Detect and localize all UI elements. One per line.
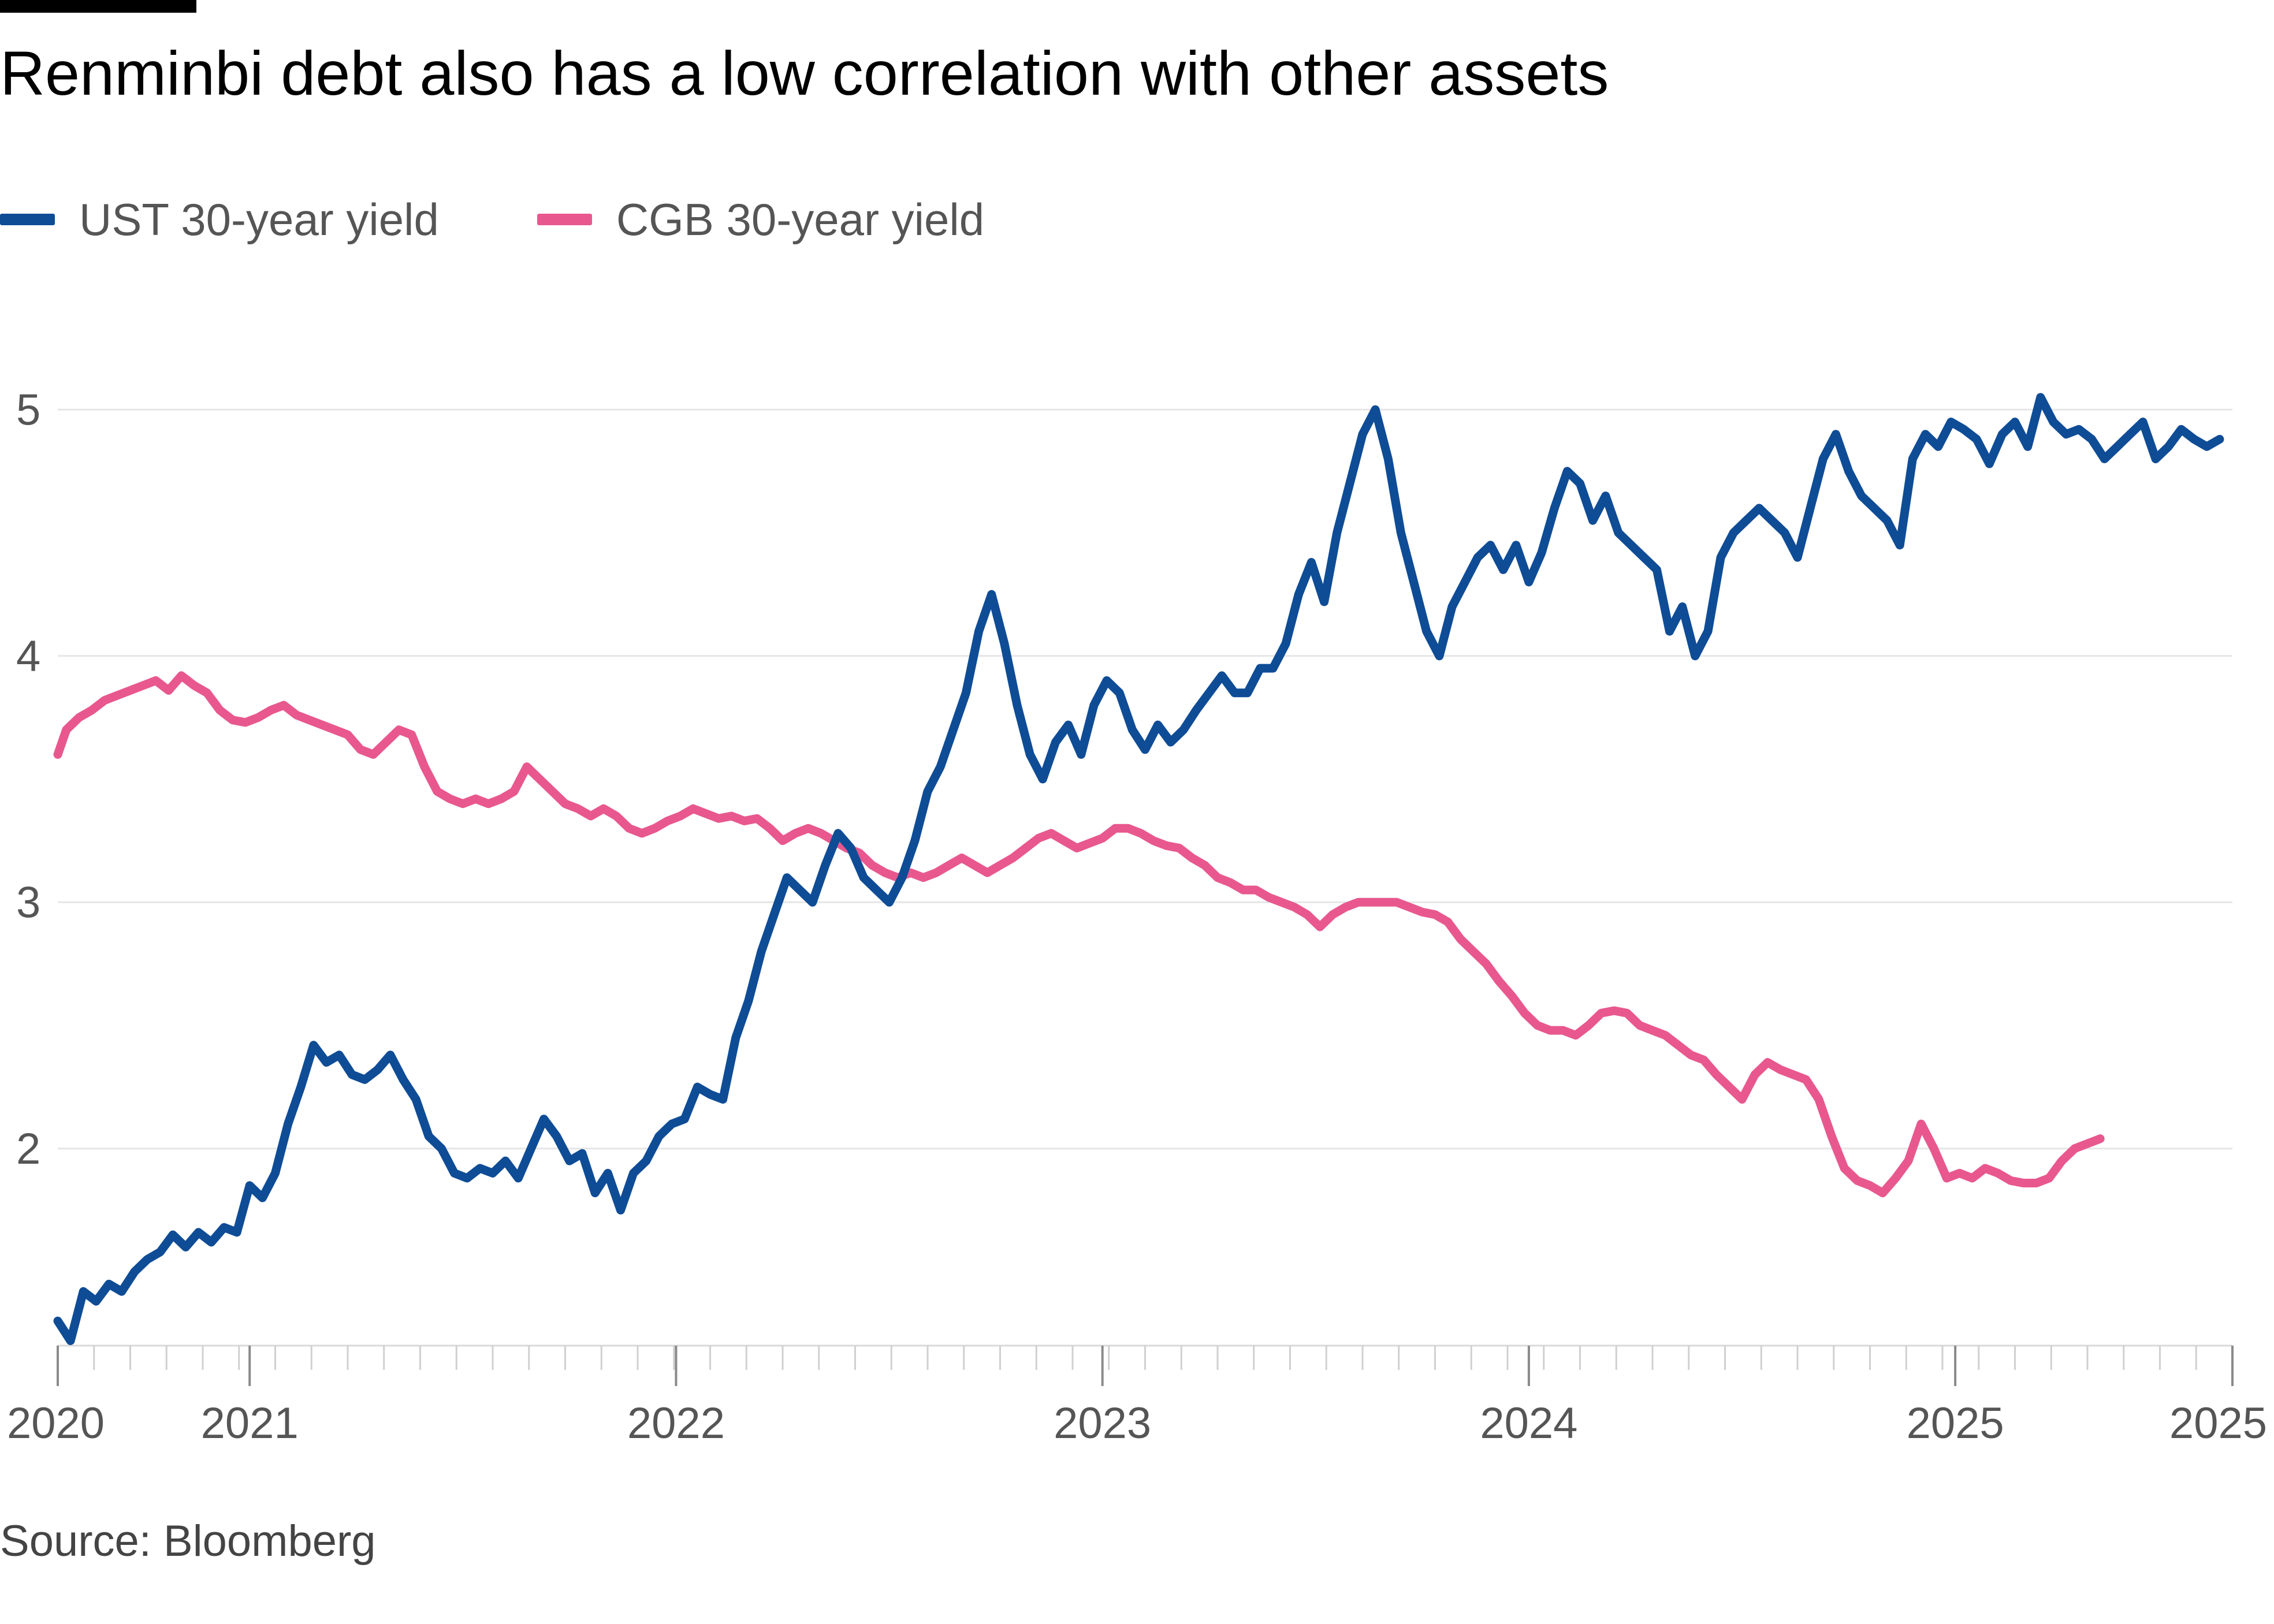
series-line-cgb	[53, 671, 2105, 1198]
y-tick-label: 3	[16, 878, 40, 927]
legend: UST 30-year yield CGB 30-year yield	[0, 191, 1082, 248]
y-tick-label: 5	[16, 385, 40, 434]
legend-swatch-ust	[0, 214, 55, 225]
x-tick-label: 2023	[1054, 1399, 1151, 1448]
x-tick-label: 2024	[1480, 1399, 1577, 1448]
x-tick-label: 2025	[1907, 1399, 2004, 1448]
chart-title: Renminbi debt also has a low correlation…	[0, 38, 1609, 108]
legend-item-ust: UST 30-year yield	[0, 193, 439, 246]
legend-label-cgb: CGB 30-year yield	[616, 193, 985, 245]
top-accent-bar	[0, 0, 196, 13]
legend-item-cgb: CGB 30-year yield	[537, 193, 984, 246]
legend-swatch-cgb	[537, 214, 592, 225]
y-tick-label: 4	[16, 632, 40, 681]
source-note: Source: Bloomberg	[0, 1517, 376, 1566]
x-tick-label: 2022	[627, 1399, 725, 1448]
x-tick-label: 2025	[2169, 1399, 2267, 1448]
legend-label-ust: UST 30-year yield	[79, 193, 439, 245]
x-tick-label: 2021	[201, 1399, 299, 1448]
y-tick-label: 2	[16, 1124, 40, 1174]
x-tick-label: 2020	[7, 1399, 105, 1448]
series-line-ust	[53, 393, 2224, 1345]
